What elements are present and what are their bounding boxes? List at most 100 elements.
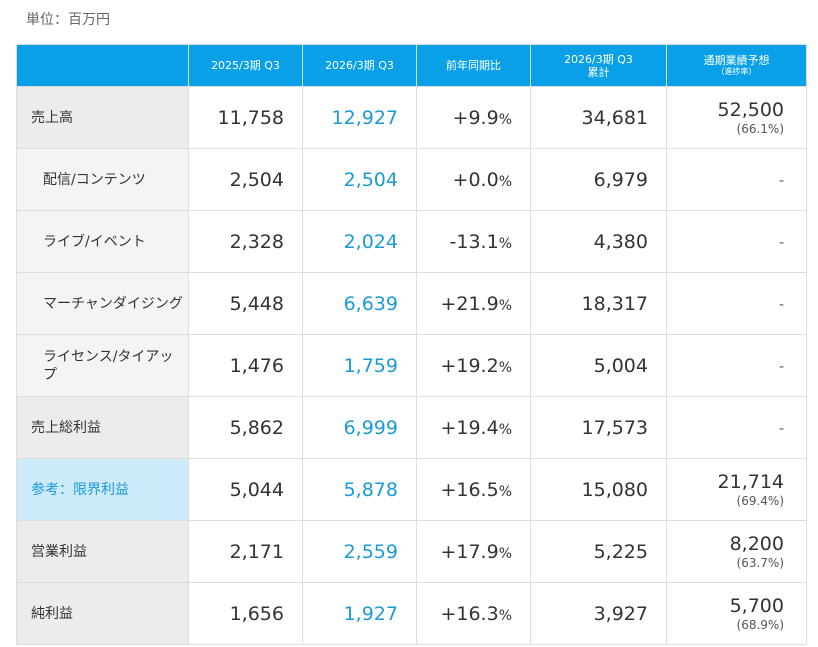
- cell-cumulative: 6,979: [530, 148, 667, 211]
- table-row-gross-profit: 売上総利益 5,862 6,999 +19.4% 17,573 -: [16, 396, 807, 459]
- table-row-operating-profit: 営業利益 2,171 2,559 +17.9% 5,225 8,200 (63.…: [16, 520, 807, 583]
- cell-curr-q3: 1,759: [302, 334, 417, 397]
- forecast-value: 52,500: [717, 98, 784, 121]
- yoy-percent-sign: %: [498, 483, 512, 500]
- cell-yoy: +16.3%: [416, 582, 531, 645]
- cell-forecast: 8,200 (63.7%): [666, 520, 807, 583]
- yoy-value: +16.5: [440, 478, 499, 501]
- table-row-marginal-profit: 参考：限界利益 5,044 5,878 +16.5% 15,080 21,714…: [16, 458, 807, 521]
- cell-cumulative: 3,927: [530, 582, 667, 645]
- cell-curr-q3: 5,878: [302, 458, 417, 521]
- row-label: マーチャンダイジング: [16, 272, 189, 335]
- cell-curr-q3: 6,639: [302, 272, 417, 335]
- cell-prev-q3: 2,504: [188, 148, 303, 211]
- header-curr-q3: 2026/3期 Q3: [302, 44, 417, 87]
- cell-prev-q3: 1,656: [188, 582, 303, 645]
- yoy-value: +21.9: [440, 292, 499, 315]
- row-label: 売上高: [16, 86, 189, 149]
- table-row-revenue: 売上高 11,758 12,927 +9.9% 34,681 52,500 (6…: [16, 86, 807, 149]
- cell-forecast: -: [666, 210, 807, 273]
- row-label: 配信/コンテンツ: [16, 148, 189, 211]
- progress-rate: (63.7%): [736, 555, 784, 570]
- progress-rate: (69.4%): [736, 493, 784, 508]
- forecast-dash: -: [778, 421, 784, 437]
- cell-yoy: +0.0%: [416, 148, 531, 211]
- table-row-net-profit: 純利益 1,656 1,927 +16.3% 3,927 5,700 (68.9…: [16, 582, 807, 645]
- table-row-merchandising: マーチャンダイジング 5,448 6,639 +21.9% 18,317 -: [16, 272, 807, 335]
- yoy-value: +19.4: [440, 416, 499, 439]
- header-cumulative-line1: 2026/3期 Q3: [564, 52, 633, 66]
- cell-yoy: +21.9%: [416, 272, 531, 335]
- header-cumulative: 2026/3期 Q3 累計: [530, 44, 667, 87]
- cell-curr-q3: 2,024: [302, 210, 417, 273]
- yoy-percent-sign: %: [498, 297, 512, 314]
- cell-forecast: -: [666, 396, 807, 459]
- yoy-value: +16.3: [440, 602, 499, 625]
- row-label: ライセンス/タイアップ: [16, 334, 189, 397]
- yoy-percent-sign: %: [498, 359, 512, 376]
- cell-cumulative: 4,380: [530, 210, 667, 273]
- yoy-percent-sign: %: [498, 173, 512, 190]
- row-label: 参考：限界利益: [16, 458, 189, 521]
- cell-forecast: -: [666, 148, 807, 211]
- cell-forecast: 52,500 (66.1%): [666, 86, 807, 149]
- header-forecast-sub: （進捗率）: [716, 67, 757, 76]
- table-row-streaming: 配信/コンテンツ 2,504 2,504 +0.0% 6,979 -: [16, 148, 807, 211]
- header-prev-q3: 2025/3期 Q3: [188, 44, 303, 87]
- cell-cumulative: 34,681: [530, 86, 667, 149]
- table-header-row: 2025/3期 Q3 2026/3期 Q3 前年同期比 2026/3期 Q3 累…: [16, 44, 807, 87]
- cell-forecast: -: [666, 334, 807, 397]
- cell-prev-q3: 5,448: [188, 272, 303, 335]
- row-label: 純利益: [16, 582, 189, 645]
- yoy-percent-sign: %: [498, 421, 512, 438]
- yoy-percent-sign: %: [498, 607, 512, 624]
- progress-rate: (68.9%): [736, 617, 784, 632]
- cell-prev-q3: 2,171: [188, 520, 303, 583]
- yoy-percent-sign: %: [498, 545, 512, 562]
- cell-prev-q3: 2,328: [188, 210, 303, 273]
- cell-prev-q3: 1,476: [188, 334, 303, 397]
- cell-yoy: +19.4%: [416, 396, 531, 459]
- cell-forecast: 21,714 (69.4%): [666, 458, 807, 521]
- cell-prev-q3: 11,758: [188, 86, 303, 149]
- cell-prev-q3: 5,044: [188, 458, 303, 521]
- progress-rate: (66.1%): [736, 121, 784, 136]
- header-forecast: 通期業績予想 （進捗率）: [666, 44, 807, 87]
- cell-curr-q3: 2,559: [302, 520, 417, 583]
- cell-yoy: +9.9%: [416, 86, 531, 149]
- cell-forecast: -: [666, 272, 807, 335]
- row-label: ライブ/イベント: [16, 210, 189, 273]
- cell-cumulative: 17,573: [530, 396, 667, 459]
- cell-curr-q3: 2,504: [302, 148, 417, 211]
- cell-cumulative: 5,225: [530, 520, 667, 583]
- cell-curr-q3: 1,927: [302, 582, 417, 645]
- forecast-dash: -: [778, 235, 784, 251]
- header-item-column: [16, 44, 189, 87]
- cell-curr-q3: 12,927: [302, 86, 417, 149]
- header-yoy: 前年同期比: [416, 44, 531, 87]
- yoy-percent-sign: %: [498, 235, 512, 252]
- forecast-dash: -: [778, 173, 784, 189]
- header-forecast-title: 通期業績予想: [703, 54, 770, 67]
- cell-forecast: 5,700 (68.9%): [666, 582, 807, 645]
- yoy-value: +19.2: [440, 354, 499, 377]
- forecast-value: 8,200: [729, 532, 784, 555]
- forecast-dash: -: [778, 297, 784, 313]
- forecast-value: 5,700: [729, 594, 784, 617]
- cell-cumulative: 18,317: [530, 272, 667, 335]
- forecast-dash: -: [778, 359, 784, 375]
- cell-yoy: -13.1%: [416, 210, 531, 273]
- cell-curr-q3: 6,999: [302, 396, 417, 459]
- cell-yoy: +17.9%: [416, 520, 531, 583]
- header-cumulative-line2: 累計: [587, 65, 610, 79]
- cell-yoy: +16.5%: [416, 458, 531, 521]
- yoy-value: +17.9: [440, 540, 499, 563]
- yoy-percent-sign: %: [498, 111, 512, 128]
- table-row-licensing: ライセンス/タイアップ 1,476 1,759 +19.2% 5,004 -: [16, 334, 807, 397]
- yoy-value: +0.0: [452, 168, 499, 191]
- forecast-value: 21,714: [717, 470, 784, 493]
- cell-cumulative: 15,080: [530, 458, 667, 521]
- row-label: 営業利益: [16, 520, 189, 583]
- cell-prev-q3: 5,862: [188, 396, 303, 459]
- yoy-value: +9.9: [452, 106, 499, 129]
